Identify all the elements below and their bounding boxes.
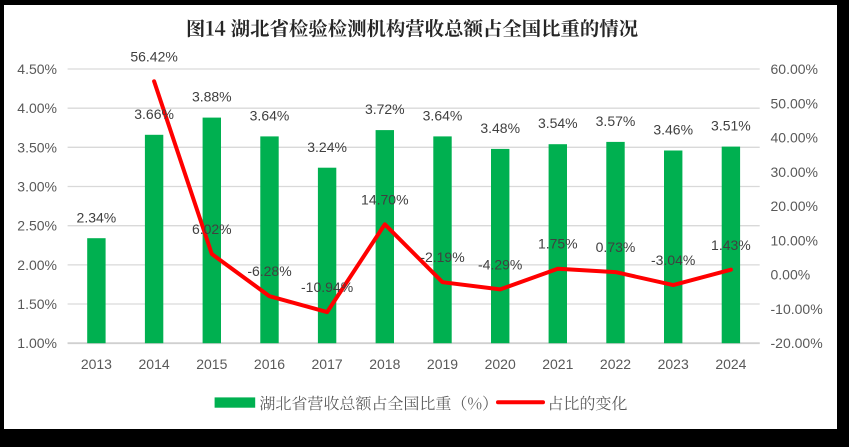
svg-text:2013: 2013 <box>81 356 112 372</box>
svg-text:20.00%: 20.00% <box>771 198 818 214</box>
svg-text:3.57%: 3.57% <box>596 113 636 129</box>
svg-text:3.72%: 3.72% <box>365 101 405 117</box>
svg-text:3.46%: 3.46% <box>653 122 693 138</box>
svg-text:2.50%: 2.50% <box>17 218 57 234</box>
svg-text:2.00%: 2.00% <box>17 257 57 273</box>
svg-text:0.00%: 0.00% <box>771 267 811 283</box>
svg-text:1.50%: 1.50% <box>17 296 57 312</box>
svg-text:-6.28%: -6.28% <box>247 263 291 279</box>
svg-text:2024: 2024 <box>715 356 746 372</box>
svg-text:3.64%: 3.64% <box>423 107 463 123</box>
svg-text:3.88%: 3.88% <box>192 89 232 105</box>
svg-text:3.48%: 3.48% <box>480 120 520 136</box>
svg-text:6.02%: 6.02% <box>192 221 232 237</box>
svg-text:1.00%: 1.00% <box>17 335 57 351</box>
svg-text:0.73%: 0.73% <box>596 239 636 255</box>
svg-text:4.00%: 4.00% <box>17 100 57 116</box>
svg-text:2022: 2022 <box>600 356 631 372</box>
svg-text:3.51%: 3.51% <box>711 118 751 134</box>
svg-text:10.00%: 10.00% <box>771 232 818 248</box>
svg-text:3.24%: 3.24% <box>307 139 347 155</box>
svg-text:56.42%: 56.42% <box>130 48 177 64</box>
svg-text:-2.19%: -2.19% <box>420 249 464 265</box>
svg-text:3.64%: 3.64% <box>250 107 290 123</box>
svg-text:-3.04%: -3.04% <box>651 252 695 268</box>
svg-text:2017: 2017 <box>312 356 343 372</box>
svg-text:1.75%: 1.75% <box>538 236 578 252</box>
svg-text:1.43%: 1.43% <box>711 237 751 253</box>
svg-text:2016: 2016 <box>254 356 285 372</box>
svg-text:3.54%: 3.54% <box>538 115 578 131</box>
svg-text:14.70%: 14.70% <box>361 191 408 207</box>
svg-text:40.00%: 40.00% <box>771 130 818 146</box>
svg-text:2014: 2014 <box>139 356 170 372</box>
svg-text:30.00%: 30.00% <box>771 164 818 180</box>
svg-text:4.50%: 4.50% <box>17 61 57 77</box>
svg-text:-20.00%: -20.00% <box>771 335 823 351</box>
svg-text:3.66%: 3.66% <box>134 106 174 122</box>
svg-text:2019: 2019 <box>427 356 458 372</box>
svg-text:-4.29%: -4.29% <box>478 256 522 272</box>
svg-text:3.50%: 3.50% <box>17 139 57 155</box>
svg-text:-10.94%: -10.94% <box>301 279 353 295</box>
svg-text:50.00%: 50.00% <box>771 95 818 111</box>
svg-text:60.00%: 60.00% <box>771 61 818 77</box>
svg-text:2.34%: 2.34% <box>77 209 117 225</box>
svg-text:2023: 2023 <box>658 356 689 372</box>
svg-text:3.00%: 3.00% <box>17 179 57 195</box>
svg-text:2018: 2018 <box>369 356 400 372</box>
svg-text:2021: 2021 <box>542 356 573 372</box>
svg-text:2015: 2015 <box>196 356 227 372</box>
svg-text:2020: 2020 <box>485 356 516 372</box>
svg-text:-10.00%: -10.00% <box>771 301 823 317</box>
